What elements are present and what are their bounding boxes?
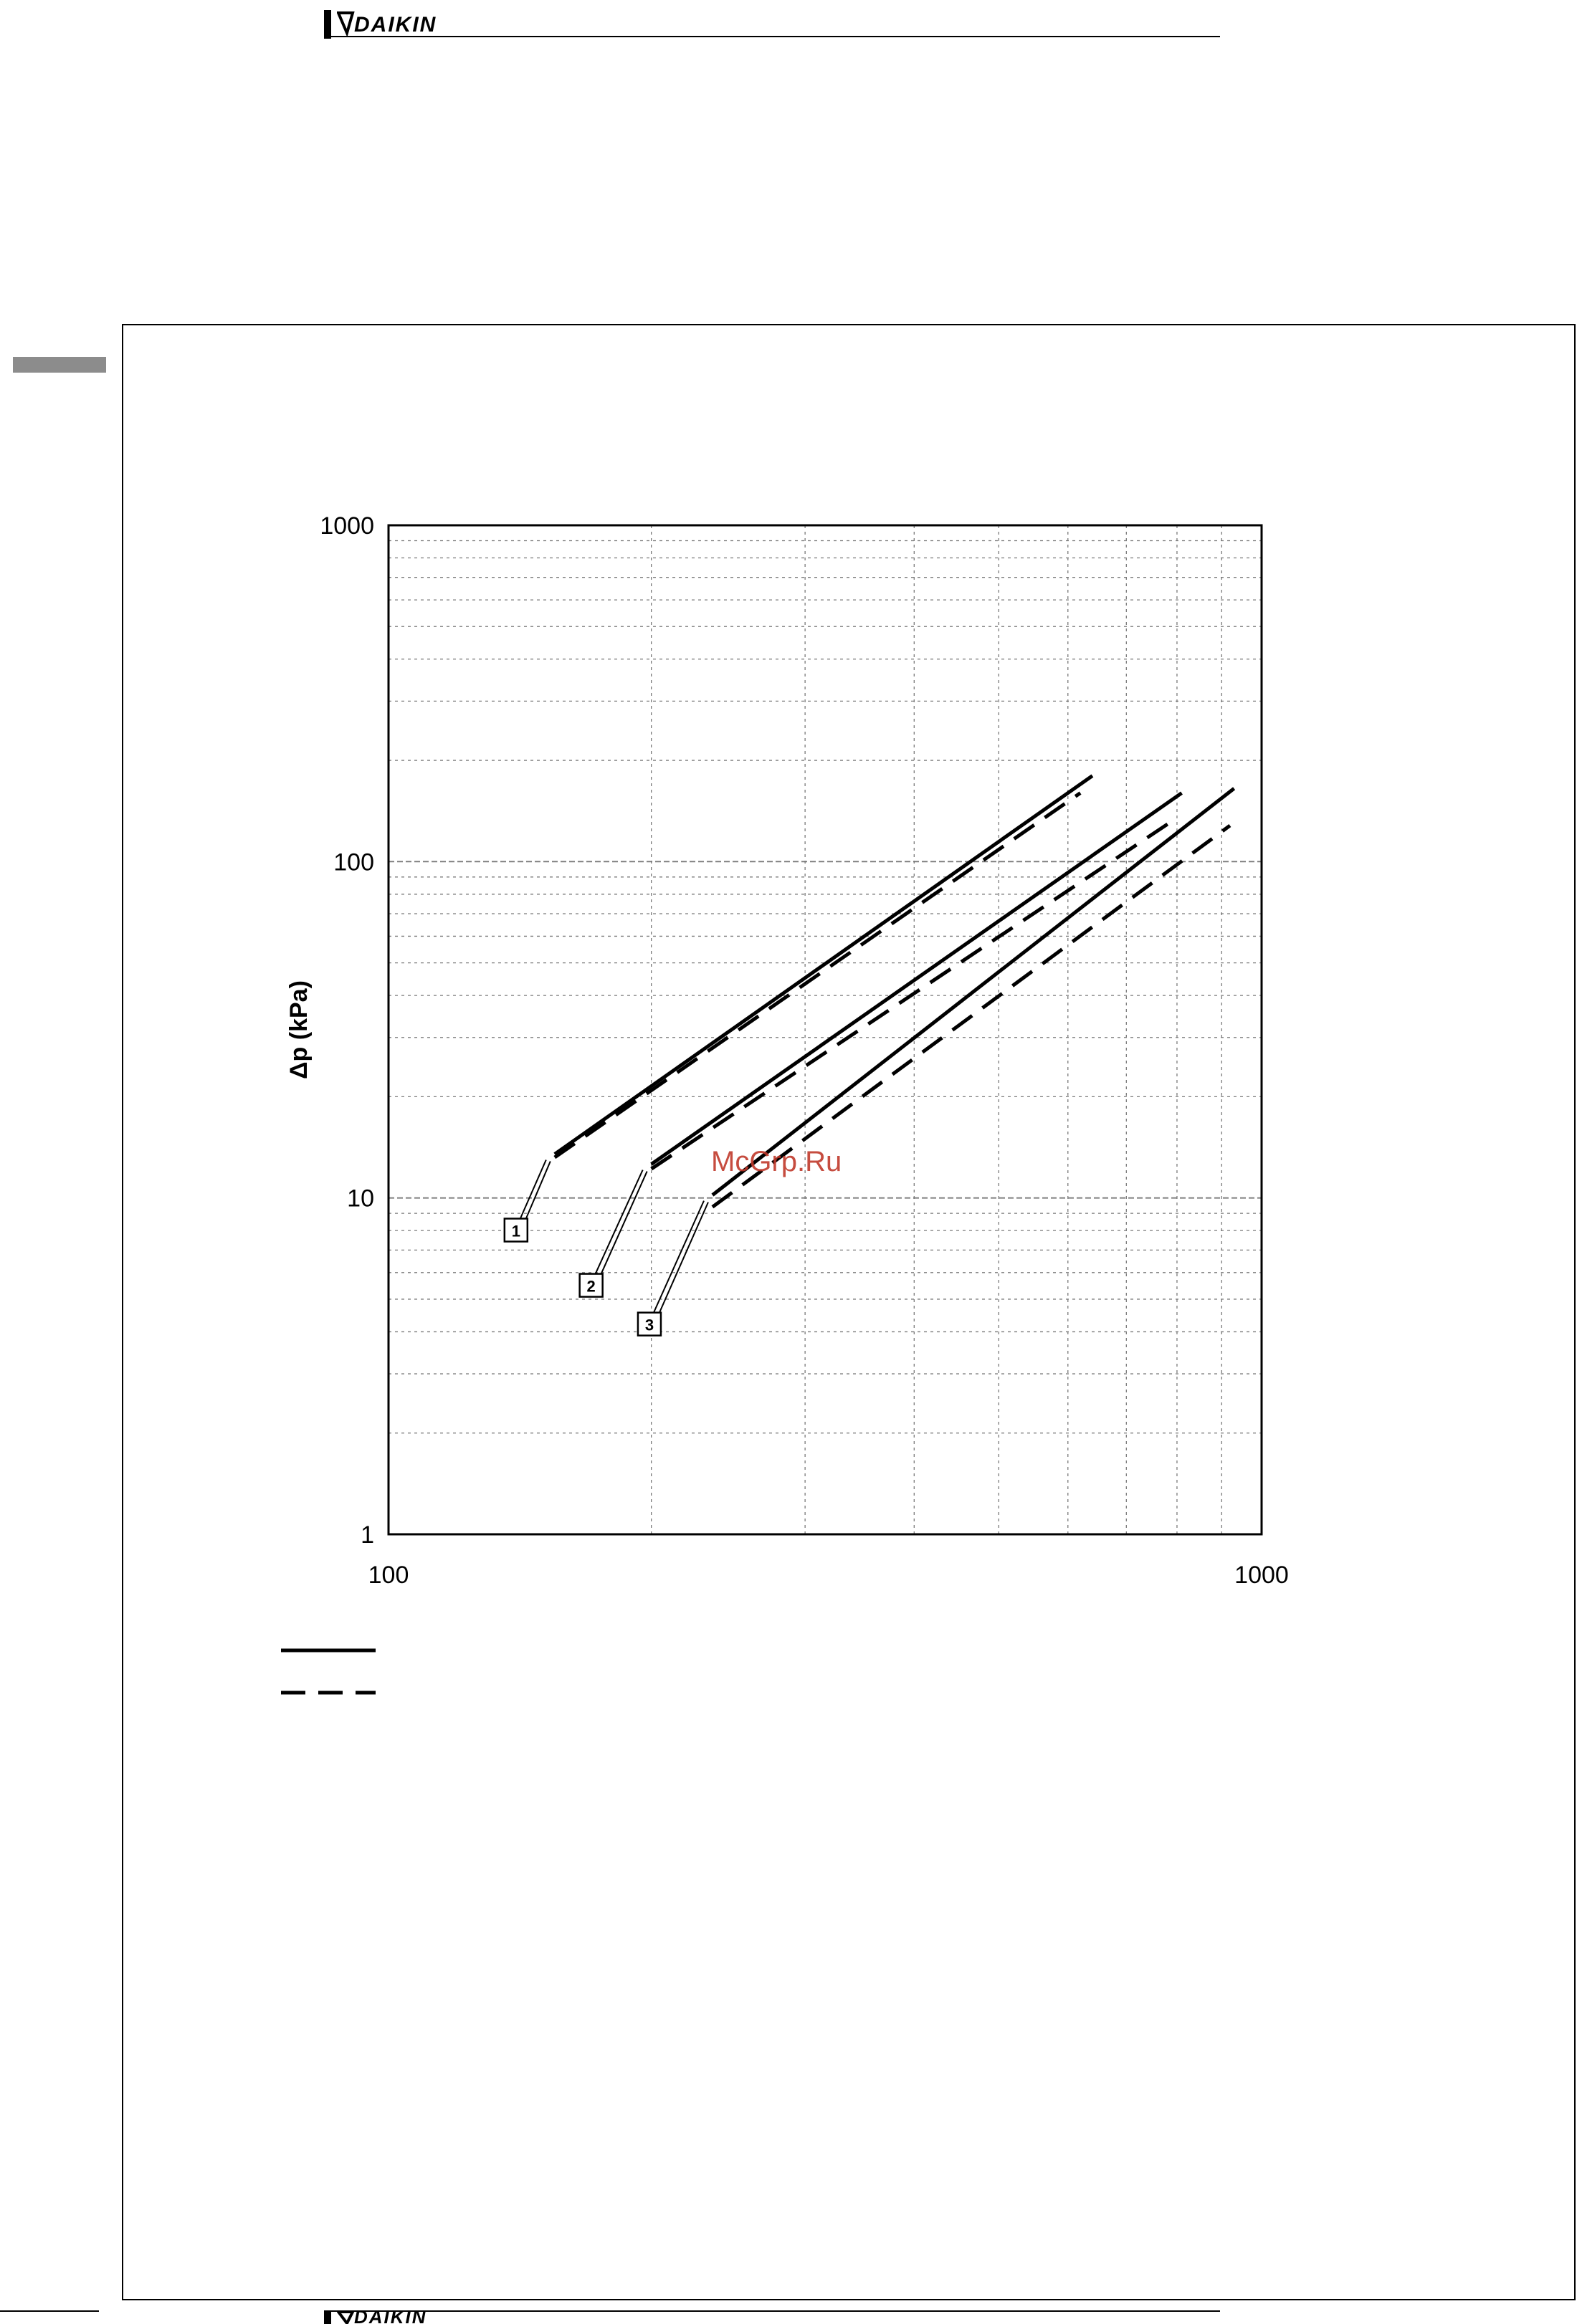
- callout-label-2: 2: [587, 1278, 596, 1296]
- chart-callouts: 1 2 3: [503, 1159, 709, 1336]
- content-frame: [122, 324, 1576, 2300]
- y-tick-label: 1: [361, 1521, 374, 1549]
- chart-grid: [389, 525, 1262, 1534]
- y-tick-label: 100: [333, 848, 374, 876]
- series-line-1-dashed: [553, 791, 1082, 1159]
- callout-leader-3: [653, 1200, 705, 1314]
- chart-tick-labels: 1 10 100 1000 100 1000: [320, 512, 1288, 1589]
- x-tick-label: 1000: [1234, 1562, 1289, 1589]
- series-line-2-dashed: [650, 816, 1178, 1171]
- footer-daikin-logo: DAIKIN: [337, 2309, 427, 2324]
- footer-brand-text: DAIKIN: [354, 2309, 427, 2324]
- callout-box-2: [578, 1273, 604, 1298]
- x-tick-label: 100: [368, 1562, 409, 1589]
- series-line-3-solid: [711, 787, 1236, 1197]
- header-daikin-logo: DAIKIN: [337, 11, 437, 37]
- callout-box-1: [503, 1218, 529, 1243]
- callout-label-1: 1: [512, 1222, 520, 1240]
- callout-leader-1: [525, 1161, 551, 1219]
- series-line-3-dashed: [711, 824, 1231, 1209]
- callout-leader-2: [600, 1171, 648, 1274]
- series-line-2-solid: [650, 791, 1183, 1166]
- chart-series: [553, 774, 1236, 1209]
- header-brand-mark: [324, 10, 331, 39]
- callout-label-3: 3: [645, 1316, 654, 1334]
- watermark-text: McGrp.Ru: [711, 1146, 842, 1177]
- callout-box-3: [637, 1311, 662, 1336]
- y-tick-label: 1000: [320, 512, 374, 540]
- footer-brand-mark: [324, 2312, 331, 2324]
- header-rule: [324, 36, 1220, 37]
- footer-rule: [324, 2310, 1220, 2312]
- plot-area-border: [387, 524, 1263, 1536]
- y-tick-label: 10: [347, 1185, 374, 1213]
- callout-leader-2: [594, 1170, 644, 1274]
- y-axis-label: Δp (kPa): [285, 980, 313, 1079]
- chart-legend: [281, 1648, 376, 1695]
- series-line-1-solid: [553, 774, 1094, 1156]
- callout-leader-3: [659, 1202, 709, 1314]
- callout-leader-1: [519, 1159, 547, 1219]
- footer-left-rule: [0, 2310, 99, 2312]
- header-brand-text: DAIKIN: [354, 13, 437, 37]
- section-tab: [13, 357, 106, 373]
